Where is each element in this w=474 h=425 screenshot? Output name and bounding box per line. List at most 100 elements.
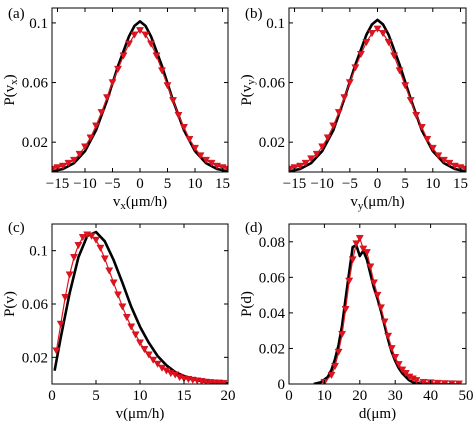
data-point <box>370 279 378 287</box>
data-point <box>296 162 305 170</box>
y-axis-label: P(vy) <box>239 74 257 105</box>
x-tick-label: −10 <box>310 176 333 192</box>
data-point <box>340 94 349 102</box>
data-point <box>331 363 339 371</box>
x-tick-label: 0 <box>48 388 56 404</box>
panel-d: 0 10 20 30 40 50 0 0.02 0.04 0.06 0.08 d(μm) P(d) (d) <box>239 220 474 422</box>
data-point <box>96 244 105 252</box>
data-point <box>373 291 382 299</box>
data-point <box>351 64 360 72</box>
data-point <box>341 306 350 314</box>
data-point <box>356 51 365 59</box>
x-tick-label: −5 <box>105 176 121 192</box>
y-tick-label: 0.06 <box>259 76 286 92</box>
x-tick-label: 40 <box>423 388 438 404</box>
data-point <box>169 97 177 105</box>
data-point <box>97 109 106 117</box>
panel-b: −15 −10 −5 0 5 10 15 0.02 0.06 0.1 vy(μm/h) P(vy) (b… <box>239 6 468 212</box>
data-line <box>52 29 228 170</box>
x-tick-label: 5 <box>92 388 100 404</box>
x-tick-label: 5 <box>164 176 172 192</box>
data-point <box>119 52 128 60</box>
x-tick-label: 15 <box>453 176 468 192</box>
data-point <box>379 30 387 38</box>
data-point <box>136 339 144 347</box>
x-tick-label: 10 <box>188 176 203 192</box>
data-point <box>345 277 354 285</box>
data-point <box>180 124 188 132</box>
data-point <box>412 377 421 384</box>
model-curve <box>289 18 466 172</box>
data-point <box>109 279 118 287</box>
data-point <box>74 242 83 250</box>
data-point <box>380 318 389 326</box>
data-point <box>373 25 382 33</box>
x-tick-label: 20 <box>352 388 367 404</box>
y-tick-label: 0 <box>278 377 286 393</box>
data-series <box>52 27 228 172</box>
data-point <box>174 112 183 120</box>
data-point <box>345 79 354 87</box>
model-line <box>53 230 228 384</box>
data-point <box>390 52 399 60</box>
panel-c: 0 5 10 15 20 0.02 0.06 0.1 v(μm/h) P(v) (c) <box>2 220 236 422</box>
data-point <box>92 236 100 244</box>
y-tick-label: 0.02 <box>22 135 48 151</box>
data-point <box>136 27 144 35</box>
data-series <box>52 231 228 384</box>
x-tick-label: 5 <box>401 176 409 192</box>
data-point <box>318 143 327 151</box>
data-point <box>362 249 371 257</box>
data-point <box>144 351 153 359</box>
data-point <box>334 109 343 117</box>
y-tick-label: 0.08 <box>259 235 285 251</box>
data-point <box>86 134 95 142</box>
data-point <box>53 164 62 172</box>
data-point <box>141 31 150 39</box>
data-point <box>122 314 131 322</box>
data-point <box>352 240 361 248</box>
data-point <box>92 122 100 130</box>
data-point <box>394 361 403 369</box>
data-point <box>163 82 172 90</box>
data-line <box>55 234 224 384</box>
data-point <box>52 347 61 355</box>
x-axis-label: d(μm) <box>359 406 396 422</box>
data-point <box>114 291 122 299</box>
data-point <box>114 65 122 73</box>
data-point <box>401 82 410 90</box>
data-point <box>108 79 117 87</box>
data-point <box>105 267 114 275</box>
data-point <box>191 144 199 152</box>
data-point <box>423 136 432 144</box>
data-point <box>61 294 70 302</box>
y-tick-label: 0.1 <box>29 16 48 32</box>
data-point <box>368 30 376 38</box>
x-tick-label: 0 <box>374 176 382 192</box>
data-point <box>185 136 194 144</box>
data-point <box>149 356 158 364</box>
data-point <box>290 164 299 172</box>
data-point <box>417 124 426 132</box>
data-point <box>384 332 393 340</box>
data-point <box>125 40 133 48</box>
data-series <box>320 235 463 384</box>
data-point <box>301 159 310 167</box>
plot-frame <box>288 223 467 385</box>
data-point <box>348 256 357 264</box>
data-point <box>59 162 67 170</box>
y-tick-label: 0.1 <box>29 244 48 260</box>
y-axis-label: P(d) <box>239 291 255 317</box>
model-line <box>289 18 466 172</box>
data-point <box>377 304 385 312</box>
data-point <box>81 143 89 151</box>
data-point <box>401 370 410 378</box>
y-tick-label: 0.06 <box>22 297 49 313</box>
panel-a: −15 −10 −5 0 5 10 15 0.02 0.06 0.1 vx(μm/h) P(vx) (a… <box>2 6 230 212</box>
x-tick-label: 15 <box>177 388 192 404</box>
data-point <box>127 323 136 331</box>
data-point <box>323 134 332 142</box>
data-point <box>289 165 293 172</box>
data-point <box>219 380 228 384</box>
